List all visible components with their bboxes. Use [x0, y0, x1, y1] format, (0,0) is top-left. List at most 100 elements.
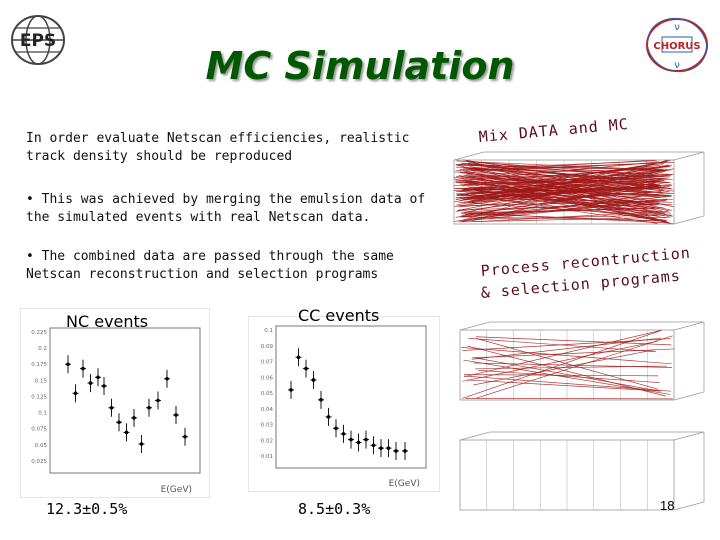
y-tick-label: 0.06 — [261, 375, 274, 381]
data-point — [311, 378, 316, 382]
track — [469, 166, 673, 190]
track — [467, 166, 671, 183]
emulsion-box-side — [673, 322, 705, 401]
track — [461, 216, 656, 222]
track — [459, 169, 665, 172]
data-point — [102, 384, 106, 388]
track — [471, 348, 674, 359]
intro-paragraph: In order evaluate Netscan efficiencies, … — [26, 131, 410, 164]
data-point — [289, 388, 293, 392]
emulsion-box-top — [453, 151, 705, 161]
nc-x-axis-label: E(GeV) — [161, 485, 192, 495]
track — [469, 178, 668, 204]
track — [471, 337, 662, 360]
cc-x-axis-label: E(GeV) — [389, 479, 420, 489]
y-tick-label: 0.03 — [261, 423, 274, 429]
data-point — [124, 430, 129, 435]
y-tick-label: 0.05 — [261, 391, 274, 397]
data-point — [296, 355, 301, 360]
cc-efficiency: 8.5±0.3% — [298, 500, 371, 518]
track — [467, 379, 661, 392]
reconstruction-bullet: • The combined data are passed through t… — [26, 249, 394, 282]
track — [474, 357, 660, 392]
y-tick-label: 0.1 — [264, 328, 273, 334]
data-point — [88, 381, 93, 385]
track — [469, 175, 669, 191]
track — [467, 207, 663, 214]
y-tick-label: 0.175 — [31, 362, 47, 368]
track — [454, 178, 674, 225]
track — [478, 369, 660, 383]
track — [473, 162, 672, 211]
svg-text:ν: ν — [674, 60, 680, 71]
data-point — [403, 449, 407, 453]
track — [461, 347, 672, 365]
track — [475, 365, 667, 370]
svg-text:ν: ν — [674, 22, 680, 33]
page-number: 18 — [660, 498, 675, 513]
y-tick-label: 0.025 — [31, 459, 47, 465]
data-point — [109, 405, 114, 410]
emulsion-box-side — [673, 152, 705, 225]
track — [469, 199, 660, 220]
y-tick-label: 0.07 — [261, 360, 274, 366]
track — [465, 181, 658, 206]
y-tick-label: 0.05 — [35, 443, 48, 449]
data-point — [304, 366, 308, 371]
data-point — [394, 449, 398, 453]
y-tick-label: 0.2 — [38, 346, 47, 352]
svg-text:EPS: EPS — [20, 31, 56, 51]
track — [469, 212, 670, 224]
eps-logo: EPS — [11, 15, 65, 65]
nc-efficiency: 12.3±0.5% — [46, 500, 128, 518]
track — [472, 169, 664, 201]
y-tick-label: 0.225 — [31, 330, 47, 336]
cc-energy-histogram: E(GeV) 0.1 0.09 0.07 0.06 0.05 0.04 0.03 0.02 0.… — [248, 316, 440, 492]
track — [476, 335, 673, 399]
track — [463, 159, 674, 192]
merge-bullet: • This was achieved by merging the emuls… — [26, 192, 426, 225]
track — [476, 338, 659, 390]
track — [455, 180, 662, 194]
track — [463, 359, 671, 395]
processed-tracks-image — [459, 321, 705, 401]
data-point — [341, 432, 346, 436]
data-point — [174, 413, 178, 417]
emulsion-box-side — [673, 432, 705, 511]
track — [464, 375, 672, 392]
track — [468, 161, 661, 197]
track — [464, 165, 670, 185]
track — [470, 194, 672, 214]
track — [456, 160, 668, 206]
track — [471, 179, 661, 222]
data-point — [319, 398, 323, 402]
y-tick-label: 0.09 — [261, 344, 274, 350]
data-point — [364, 437, 368, 442]
track — [467, 345, 667, 397]
selected-tracks-image — [459, 431, 705, 511]
data-point — [371, 443, 376, 448]
track — [458, 216, 671, 223]
y-tick-label: 0.1 — [38, 411, 47, 417]
track — [463, 374, 659, 377]
data-point — [132, 416, 136, 420]
track — [462, 213, 664, 222]
data-point — [334, 426, 338, 431]
data-point — [379, 446, 383, 450]
data-point — [386, 446, 391, 450]
track — [465, 191, 659, 209]
data-point — [147, 405, 151, 410]
track — [462, 340, 658, 382]
track — [475, 336, 672, 346]
data-point — [73, 391, 78, 396]
data-point — [349, 437, 353, 442]
y-tick-label: 0.125 — [31, 394, 47, 400]
data-point — [81, 366, 85, 371]
data-point — [183, 434, 187, 439]
y-tick-label: 0.04 — [261, 407, 274, 413]
track — [456, 160, 668, 177]
y-tick-label: 0.02 — [261, 438, 273, 444]
data-point — [356, 440, 361, 445]
emulsion-box-top — [459, 431, 705, 441]
mix-tracks-image — [453, 151, 705, 225]
